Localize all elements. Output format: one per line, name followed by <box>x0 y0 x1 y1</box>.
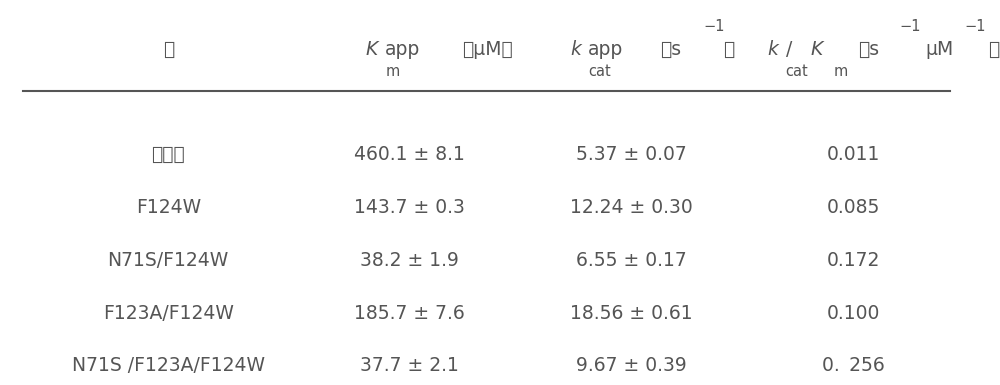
Text: 0.011: 0.011 <box>827 145 880 164</box>
Text: $\it{k}$: $\it{k}$ <box>767 40 781 59</box>
Text: ）: ） <box>988 40 1000 59</box>
Text: $\it{k}$: $\it{k}$ <box>570 40 583 59</box>
Text: app: app <box>588 40 623 59</box>
Text: 38.2 ± 1.9: 38.2 ± 1.9 <box>360 251 459 270</box>
Text: 143.7 ± 0.3: 143.7 ± 0.3 <box>354 198 465 217</box>
Text: 12.24 ± 0.30: 12.24 ± 0.30 <box>570 198 693 217</box>
Text: 0.172: 0.172 <box>827 251 880 270</box>
Text: /: / <box>786 40 792 59</box>
Text: cat: cat <box>588 64 611 79</box>
Text: cat: cat <box>786 64 808 79</box>
Text: N71S /F123A/F124W: N71S /F123A/F124W <box>72 356 265 375</box>
Text: 37.7 ± 2.1: 37.7 ± 2.1 <box>360 356 459 375</box>
Text: F123A/F124W: F123A/F124W <box>103 303 234 323</box>
Text: 460.1 ± 8.1: 460.1 ± 8.1 <box>354 145 465 164</box>
Text: $\it{K}$: $\it{K}$ <box>810 40 825 59</box>
Text: 5.37 ± 0.07: 5.37 ± 0.07 <box>576 145 687 164</box>
Text: 0.085: 0.085 <box>827 198 880 217</box>
Text: ）: ） <box>723 40 734 59</box>
Text: $\it{K}$: $\it{K}$ <box>365 40 380 59</box>
Text: m: m <box>385 64 400 79</box>
Text: μM: μM <box>926 40 954 59</box>
Text: 18.56 ± 0.61: 18.56 ± 0.61 <box>570 303 693 323</box>
Text: 6.55 ± 0.17: 6.55 ± 0.17 <box>576 251 687 270</box>
Text: （μM）: （μM） <box>463 40 513 59</box>
Text: 9.67 ± 0.39: 9.67 ± 0.39 <box>576 356 687 375</box>
Text: 野生型: 野生型 <box>151 145 185 164</box>
Text: N71S/F124W: N71S/F124W <box>108 251 229 270</box>
Text: m: m <box>834 64 848 79</box>
Text: −1: −1 <box>900 19 921 34</box>
Text: （s: （s <box>660 40 681 59</box>
Text: 0. 256: 0. 256 <box>822 356 885 375</box>
Text: （s: （s <box>858 40 879 59</box>
Text: app: app <box>385 40 421 59</box>
Text: F124W: F124W <box>136 198 201 217</box>
Text: −1: −1 <box>704 19 725 34</box>
Text: −1: −1 <box>964 19 986 34</box>
Text: 酶: 酶 <box>163 40 174 59</box>
Text: 185.7 ± 7.6: 185.7 ± 7.6 <box>354 303 465 323</box>
Text: 0.100: 0.100 <box>827 303 880 323</box>
